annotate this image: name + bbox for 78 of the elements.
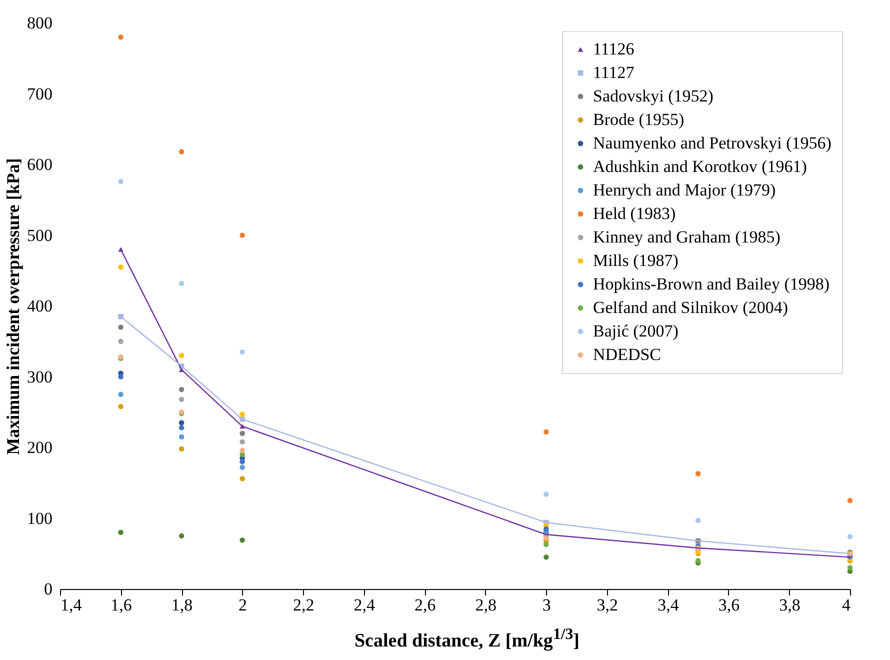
x-tick-label: 3,2 [596, 596, 618, 614]
y-tick-label: 100 [27, 508, 52, 528]
legend-label: Henrych and Major (1979) [593, 180, 776, 200]
x-tick-label: 1,4 [60, 596, 82, 614]
point [240, 349, 245, 355]
legend-label: Mills (1987) [593, 251, 678, 270]
point [240, 232, 245, 238]
y-tick-label: 500 [27, 226, 52, 245]
x-tick-label: 2,6 [414, 596, 436, 614]
point [118, 324, 124, 330]
point [847, 565, 853, 570]
legend-label: Brode (1955) [593, 110, 684, 129]
point [118, 178, 124, 184]
point [178, 280, 184, 286]
x-tick-label: 3,6 [718, 596, 740, 614]
point [544, 492, 549, 497]
legend-label: NDEDSC [593, 345, 662, 364]
point [847, 498, 853, 504]
point [118, 404, 124, 410]
legend-label: Held (1983) [593, 204, 676, 223]
point [240, 412, 245, 417]
point [847, 534, 853, 540]
legend-label: Gelfand and Silnikov (2004) [593, 298, 788, 317]
point [118, 392, 124, 398]
legend-label: Bajić (2007) [593, 322, 678, 340]
legend-label: 11126 [593, 40, 634, 58]
point [118, 34, 124, 40]
x-tick-label: 3,8 [779, 596, 800, 614]
point [240, 464, 245, 470]
point [118, 314, 124, 320]
x-tick-label: 2 [238, 596, 248, 614]
y-tick-label: 200 [27, 438, 52, 457]
point [178, 149, 184, 154]
x-tick-label: 2,2 [292, 596, 314, 614]
x-tick-label: 2,4 [354, 596, 376, 614]
point [178, 434, 184, 440]
point [178, 386, 184, 392]
y-tick-label: 400 [27, 296, 52, 316]
x-tick-label: 3 [542, 596, 551, 614]
x-axis-title: Scaled distance, Z [m/kg$^{1/3}$] [353, 626, 580, 652]
point [544, 429, 549, 435]
legend-label: 11127 [593, 63, 635, 82]
point [178, 420, 184, 426]
legend-label: Adushkin and Korotkov (1961) [593, 157, 807, 176]
point [178, 352, 184, 358]
y-tick-label: 800 [27, 14, 52, 32]
x-tick-label: 2,8 [475, 596, 497, 614]
point [178, 533, 184, 539]
x-tick-label: 1,6 [110, 596, 132, 614]
point [544, 542, 549, 548]
legend-label: Hopkins-Brown and Bailey (1998) [593, 274, 830, 294]
point [240, 538, 245, 543]
x-tick-label: 1,8 [171, 596, 193, 614]
point [118, 374, 124, 380]
legend-label: Sadovskyi (1952) [593, 86, 714, 106]
y-tick-label: 600 [27, 155, 52, 174]
point [240, 476, 245, 482]
point [240, 439, 245, 444]
point [118, 338, 124, 344]
point [178, 425, 184, 430]
legend-label: Kinney and Graham (1985) [593, 228, 780, 246]
point [544, 554, 549, 560]
point [695, 518, 701, 524]
point [240, 459, 245, 464]
point [178, 396, 184, 402]
point [178, 446, 184, 452]
y-tick-label: 700 [27, 84, 52, 104]
y-tick-label: 0 [44, 580, 52, 598]
x-tick-label: 4 [842, 596, 851, 614]
point [118, 530, 124, 536]
legend-label: Naumyenko and Petrovskyi (1956) [593, 134, 832, 152]
y-axis-title: Maximum incident overpressure [kPa] [3, 158, 23, 455]
point [695, 471, 701, 476]
point [240, 448, 245, 453]
point [240, 430, 245, 436]
x-tick-label: 3,4 [658, 596, 680, 614]
y-tick-label: 300 [27, 367, 52, 386]
point [118, 264, 124, 270]
